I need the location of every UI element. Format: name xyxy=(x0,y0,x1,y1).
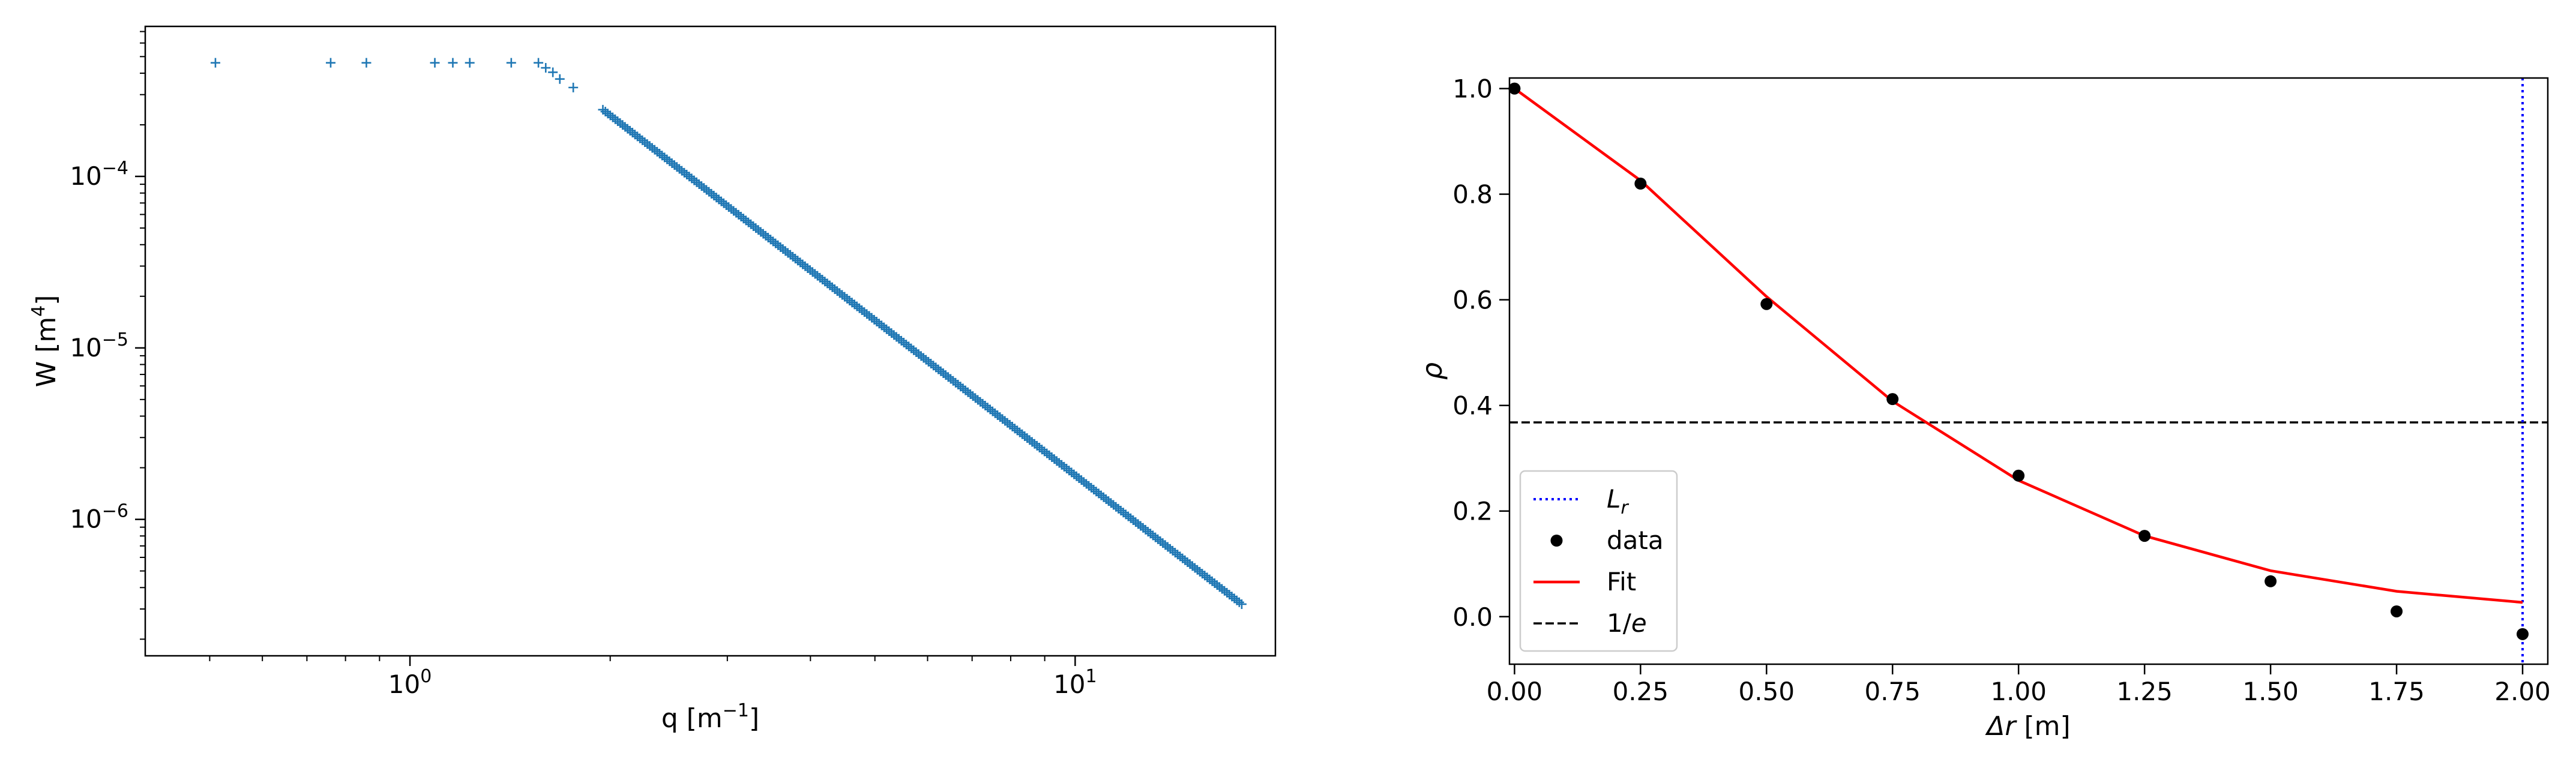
x-axis-label-text: q [m xyxy=(661,703,723,734)
y-tick-label-base: 10 xyxy=(70,161,101,191)
x-tick-label: 0.50 xyxy=(1739,677,1795,706)
y-tick-label: 10−6 xyxy=(70,501,128,534)
x-axis-label-text: ] xyxy=(749,703,759,734)
y-tick-label: 10−5 xyxy=(70,329,128,362)
legend: Lr data Fit 1/e xyxy=(1519,470,1678,652)
data-point-marker xyxy=(568,82,579,92)
x-tick-label: 100 xyxy=(388,666,432,699)
data-point-marker xyxy=(534,58,544,68)
chart-autocorrelation: 0.00 0.25 0.50 0.75 1.00 1.25 1.50 1.75 2.00 0.0 0… xyxy=(1416,74,2551,742)
x-axis-label: q [m−1] xyxy=(661,700,759,734)
legend-label-text: 1/ xyxy=(1607,608,1632,638)
y-tick-label: 0.6 xyxy=(1452,286,1493,315)
data-point xyxy=(1886,393,1899,406)
data-point xyxy=(2138,530,2151,542)
data-point-marker xyxy=(506,58,516,68)
data-point-marker xyxy=(210,58,220,68)
y-tick-label: 0.4 xyxy=(1452,391,1493,421)
y-axis-label: ρ xyxy=(1416,362,1448,380)
y-tick-label: 10−4 xyxy=(70,158,128,191)
y-axis-label-superscript: 4 xyxy=(28,305,49,317)
plot-frame xyxy=(144,25,1277,657)
y-axis-label-text: W [m xyxy=(31,317,62,388)
x-tick-label-base: 10 xyxy=(388,670,420,699)
legend-label-symbol: e xyxy=(1631,608,1647,638)
x-axis-label: Δr [m] xyxy=(1985,711,2070,742)
x-axis-label-symbol: Δr xyxy=(1985,711,2017,742)
data-point-marker xyxy=(465,58,475,68)
legend-label: 1/e xyxy=(1607,608,1647,638)
x-tick-label: 1.00 xyxy=(1990,677,2047,706)
y-axis-label: W [m4] xyxy=(28,295,62,388)
y-tick-label-exponent: −5 xyxy=(102,329,128,350)
y-tick-label: 1.0 xyxy=(1452,74,1493,104)
legend-box xyxy=(1519,470,1678,652)
y-tick-label-exponent: −4 xyxy=(102,158,128,179)
data-point-marker xyxy=(1236,599,1247,609)
data-point-marker xyxy=(325,58,336,68)
x-tick-label-exponent: 1 xyxy=(1086,666,1097,687)
y-tick-label-exponent: −6 xyxy=(102,501,128,522)
data-point xyxy=(1508,82,1521,95)
legend-label: Fit xyxy=(1607,567,1636,596)
data-point xyxy=(2391,605,2403,617)
x-tick-label: 1.25 xyxy=(2116,677,2173,706)
x-tick-label: 0.00 xyxy=(1487,677,1543,706)
x-tick-label: 2.00 xyxy=(2494,677,2551,706)
legend-swatch-data xyxy=(1550,535,1563,547)
x-tick-label-base: 10 xyxy=(1053,670,1085,699)
y-axis-label-text: ] xyxy=(31,295,62,305)
x-tick-label: 0.25 xyxy=(1613,677,1669,706)
x-tick-label: 0.75 xyxy=(1864,677,1921,706)
x-tick-label: 1.75 xyxy=(2368,677,2425,706)
y-tick-label-base: 10 xyxy=(70,505,101,534)
y-tick-label: 0.2 xyxy=(1452,497,1493,526)
data-point xyxy=(2012,469,2025,482)
x-tick-label-exponent: 0 xyxy=(420,666,432,687)
data-point-marker xyxy=(430,58,440,68)
legend-label-subscript: r xyxy=(1621,497,1629,518)
x-tick-label: 1.50 xyxy=(2242,677,2299,706)
legend-label-symbol: L xyxy=(1607,484,1621,514)
legend-label: data xyxy=(1607,526,1664,555)
x-axis-label-superscript: −1 xyxy=(723,700,749,721)
y-tick-label: 0.8 xyxy=(1452,180,1493,209)
legend-label: Lr xyxy=(1607,484,1629,518)
y-tick-label: 0.0 xyxy=(1452,602,1493,632)
data-point-marker xyxy=(548,67,558,77)
x-axis-label-unit: [m] xyxy=(2016,711,2071,742)
y-tick-label-base: 10 xyxy=(70,333,101,362)
data-point-marker xyxy=(448,58,458,68)
data-point-marker xyxy=(541,63,551,73)
data-point-marker xyxy=(361,58,372,68)
data-point xyxy=(1634,178,1647,190)
data-points xyxy=(210,58,1247,609)
x-tick-label: 101 xyxy=(1053,666,1097,699)
data-point xyxy=(1760,298,1773,310)
data-point-marker xyxy=(555,74,565,84)
data-point xyxy=(2517,628,2529,640)
data-point xyxy=(2265,575,2277,587)
plot-frame xyxy=(1508,77,2549,665)
